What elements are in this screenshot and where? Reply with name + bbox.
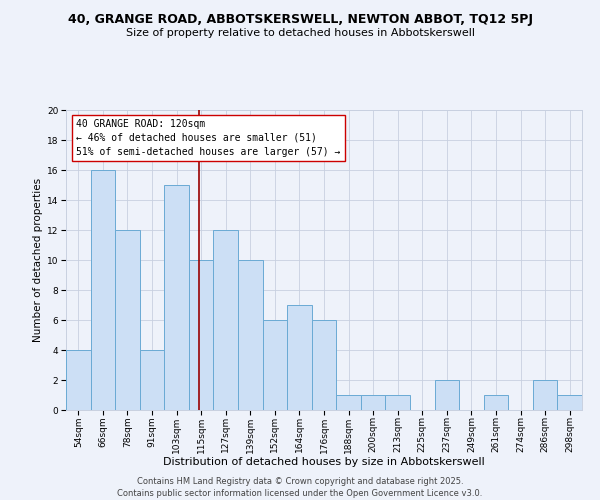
Bar (238, 260, 263, 410)
Bar (385, 395, 410, 410)
Bar (312, 320, 336, 410)
Y-axis label: Number of detached properties: Number of detached properties (32, 178, 43, 342)
Text: Size of property relative to detached houses in Abbotskerswell: Size of property relative to detached ho… (125, 28, 475, 38)
Bar (484, 395, 508, 410)
Bar (434, 380, 459, 410)
Bar (66, 350, 91, 410)
Bar (214, 230, 238, 410)
Bar (115, 230, 140, 410)
Bar (557, 395, 582, 410)
Bar (91, 170, 115, 410)
X-axis label: Distribution of detached houses by size in Abbotskerswell: Distribution of detached houses by size … (163, 457, 485, 467)
Text: 40 GRANGE ROAD: 120sqm
← 46% of detached houses are smaller (51)
51% of semi-det: 40 GRANGE ROAD: 120sqm ← 46% of detached… (76, 119, 341, 157)
Bar (164, 185, 189, 410)
Text: Contains HM Land Registry data © Crown copyright and database right 2025.
Contai: Contains HM Land Registry data © Crown c… (118, 476, 482, 498)
Bar (263, 320, 287, 410)
Bar (287, 305, 312, 410)
Bar (361, 395, 385, 410)
Bar (336, 395, 361, 410)
Bar (140, 350, 164, 410)
Bar (189, 260, 214, 410)
Bar (533, 380, 557, 410)
Text: 40, GRANGE ROAD, ABBOTSKERSWELL, NEWTON ABBOT, TQ12 5PJ: 40, GRANGE ROAD, ABBOTSKERSWELL, NEWTON … (67, 12, 533, 26)
